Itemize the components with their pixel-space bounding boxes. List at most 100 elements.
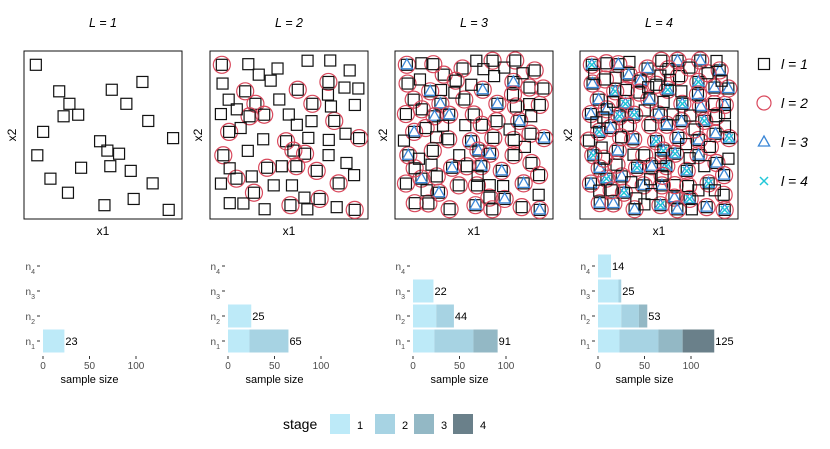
point-level-2: [604, 194, 623, 213]
point-level-3: [600, 102, 614, 114]
cross-icon: [759, 176, 769, 186]
y-axis-label: x2: [5, 128, 19, 141]
x-axis-label: sample size: [615, 374, 673, 386]
x-axis-label: sample size: [60, 374, 118, 386]
category-label: n2: [581, 312, 591, 326]
scatter-panel-L2: L = 2 x1 x2: [191, 16, 369, 238]
point-level-1: [146, 177, 159, 190]
point-level-1: [619, 83, 633, 97]
point-level-2: [449, 176, 468, 195]
point-level-1: [532, 169, 546, 182]
scatter-panel-title: L = 1: [89, 16, 117, 30]
x-axis-label: x1: [653, 224, 666, 238]
point-level-1: [285, 179, 299, 192]
category-label: n4: [211, 262, 221, 276]
point-level-1: [287, 144, 300, 157]
point-level-1: [124, 164, 137, 177]
point-level-1: [610, 158, 623, 171]
point-level-1: [413, 73, 427, 86]
legend-item-level-1: l = 1: [757, 56, 808, 72]
point-level-2: [597, 54, 616, 73]
point-level-2: [227, 169, 246, 188]
point-level-2: [467, 176, 487, 195]
point-level-1: [222, 93, 235, 106]
point-level-3: [680, 163, 694, 176]
point-level-3: [618, 96, 633, 109]
point-level-1: [321, 88, 335, 101]
legend-label: l = 1: [781, 56, 808, 72]
point-level-1: [322, 75, 335, 89]
point-level-1: [343, 64, 356, 77]
point-level-4: [663, 85, 673, 95]
point-level-1: [98, 199, 111, 212]
point-level-1: [166, 132, 180, 145]
point-level-2: [635, 146, 654, 165]
point-level-1: [458, 93, 471, 106]
point-level-1: [241, 144, 254, 157]
point-level-3: [682, 191, 697, 204]
point-level-1: [264, 74, 277, 87]
point-level-1: [459, 119, 472, 132]
point-level-3: [599, 171, 614, 184]
bar-segment-stage-1: [413, 304, 437, 328]
point-level-1: [657, 95, 670, 109]
point-level-1: [708, 98, 721, 111]
x-tick-label: 100: [313, 361, 330, 372]
point-level-2: [503, 85, 523, 104]
point-level-2: [396, 174, 416, 193]
bar-panel-L3: n1 91 n2 44 n3 22 n4 0 50 100 sample size: [396, 262, 515, 386]
bar-segment-stage-1: [228, 304, 252, 328]
point-level-2: [457, 157, 476, 176]
point-level-1: [698, 160, 711, 173]
point-level-3: [423, 83, 437, 96]
category-label: n4: [26, 262, 36, 276]
point-level-1: [430, 131, 443, 144]
stage-legend-item-4: 4: [453, 414, 486, 434]
point-level-4: [655, 200, 665, 210]
point-level-1: [338, 81, 351, 94]
point-level-3: [691, 87, 705, 100]
point-level-3: [693, 53, 707, 66]
point-level-3: [627, 107, 641, 120]
point-level-1: [434, 83, 448, 97]
point-level-1: [271, 62, 284, 75]
point-level-2: [584, 146, 603, 165]
point-level-3: [630, 160, 644, 173]
point-level-1: [230, 103, 243, 116]
point-level-1: [399, 177, 413, 190]
point-level-2: [240, 107, 259, 126]
point-level-3: [584, 176, 598, 189]
point-level-1: [638, 104, 651, 117]
point-level-1: [310, 164, 323, 177]
point-level-3: [701, 176, 716, 189]
point-level-2: [719, 79, 738, 98]
point-level-1: [298, 147, 312, 160]
point-level-1: [142, 114, 155, 128]
point-level-3: [612, 108, 627, 121]
legend-item-level-2: l = 2: [756, 95, 808, 111]
point-level-1: [488, 70, 501, 83]
point-level-2: [641, 116, 660, 135]
point-level-2: [638, 59, 657, 78]
point-level-1: [249, 97, 262, 110]
point-level-1: [330, 201, 343, 214]
x-tick-label: 100: [498, 361, 515, 372]
point-level-3: [537, 130, 551, 143]
point-level-3: [611, 56, 626, 69]
legend-item-level-4: l = 4: [759, 173, 808, 189]
point-level-2: [710, 61, 729, 80]
x-axis-label: sample size: [245, 374, 303, 386]
bar-segment-stage-2: [619, 329, 659, 353]
point-level-2: [506, 51, 525, 70]
point-level-2: [699, 174, 718, 193]
scatter-panel-title: L = 2: [275, 16, 303, 30]
point-level-2: [677, 161, 696, 180]
bar-total-label: 22: [434, 286, 446, 298]
point-level-2: [646, 132, 666, 151]
x-axis-label: x1: [97, 224, 110, 238]
point-level-1: [509, 100, 523, 113]
bar-total-label: 25: [622, 286, 634, 298]
point-level-1: [503, 123, 516, 136]
point-level-2: [412, 100, 431, 119]
